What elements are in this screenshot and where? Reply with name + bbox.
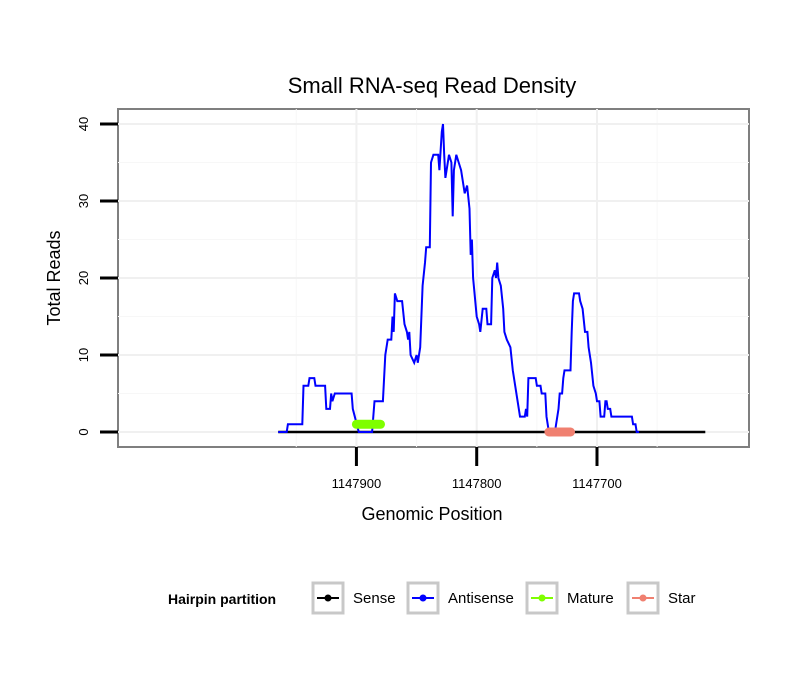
legend-label-antisense: Antisense (448, 590, 514, 607)
x-tick-label: 1147900 (332, 476, 382, 491)
legend-label-sense: Sense (353, 590, 396, 607)
legend: Hairpin partition Sense Antisense Mature St… (168, 583, 696, 613)
y-tick-label: 0 (76, 428, 91, 435)
x-tick-label: 1147700 (572, 476, 622, 491)
legend-label-mature: Mature (567, 590, 614, 607)
legend-title: Hairpin partition (168, 591, 276, 607)
x-axis-label: Genomic Position (361, 504, 502, 524)
y-tick-label: 10 (76, 348, 91, 362)
legend-label-star: Star (668, 590, 696, 607)
legend-key-dot (325, 595, 332, 602)
y-tick-label: 30 (76, 194, 91, 208)
read-density-chart: Small RNA-seq Read Density 0 10 20 30 40 1147… (0, 0, 810, 690)
y-tick-label: 20 (76, 271, 91, 285)
y-tick-label: 40 (76, 117, 91, 131)
chart-title: Small RNA-seq Read Density (288, 73, 577, 98)
legend-key-dot (420, 595, 427, 602)
legend-key-dot (539, 595, 546, 602)
x-tick-label: 1147800 (452, 476, 502, 491)
y-axis-label: Total Reads (44, 230, 64, 325)
legend-key-dot (640, 595, 647, 602)
